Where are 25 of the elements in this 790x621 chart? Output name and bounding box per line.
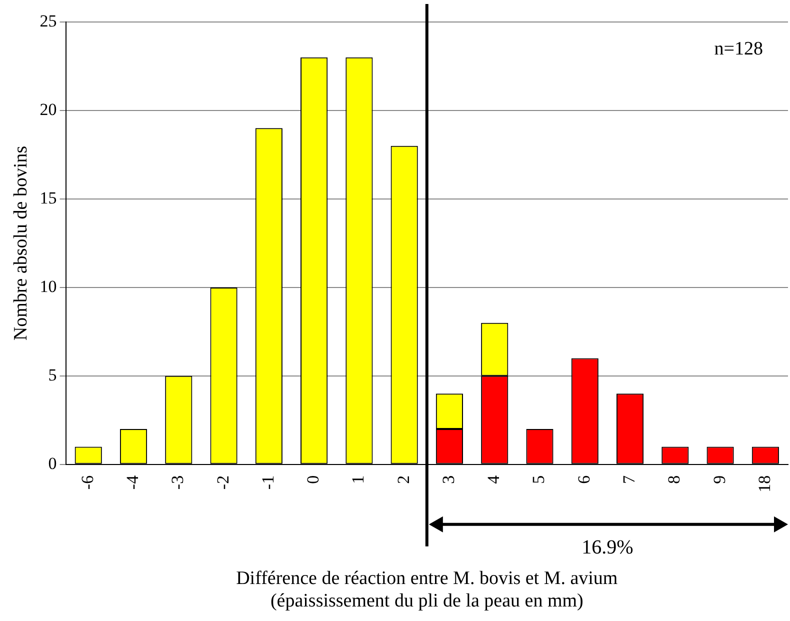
y-tick-label: 25 — [40, 11, 57, 30]
x-axis-title: Différence de réaction entre M. bovis et M. avium (épaississement du pli de la peau en mm) — [236, 568, 618, 612]
x-tick-label: -4 — [122, 474, 142, 490]
x-tick-label: 18 — [754, 475, 774, 492]
x-tick-label: 6 — [574, 475, 594, 484]
x-tick-label: 7 — [619, 474, 638, 484]
annotation: n=128 — [714, 38, 763, 60]
x-tick-label: 9 — [710, 475, 729, 484]
x-tick-label: 3 — [438, 475, 458, 484]
text: 16.9% — [582, 536, 634, 559]
y-tick-label: 5 — [48, 365, 57, 384]
x-tick-label: 5 — [529, 475, 548, 484]
y-tick-label: 15 — [40, 188, 57, 208]
x-tick-label: -2 — [213, 475, 232, 490]
x-tick-label: -1 — [258, 475, 278, 490]
y-axis-title: Nombre absolu de bovins — [10, 146, 32, 341]
x-tick-label: 8 — [664, 475, 684, 484]
x-tick-label: -6 — [78, 475, 97, 490]
x-tick-label: -3 — [168, 475, 188, 490]
x-tick-label: 1 — [348, 475, 368, 484]
x-tick-label: 2 — [394, 475, 413, 484]
y-tick-label: 20 — [40, 100, 57, 119]
x-tick-label: 0 — [304, 475, 323, 484]
x-tick-label: 4 — [484, 474, 504, 484]
y-tick-label: 10 — [40, 276, 57, 296]
